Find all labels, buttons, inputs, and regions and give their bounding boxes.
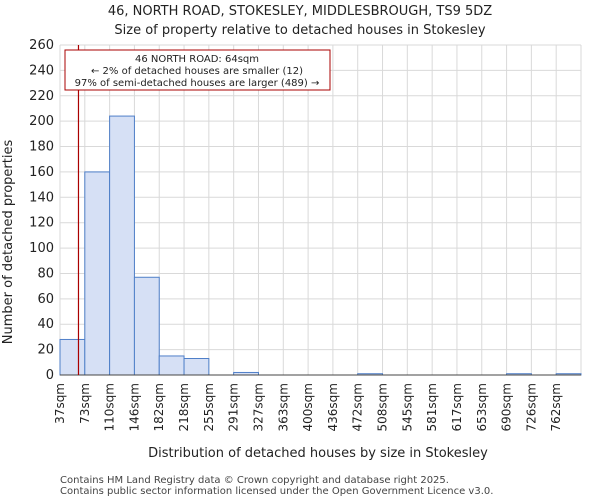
y-tick-label: 100 xyxy=(29,241,54,256)
chart-subtitle: Size of property relative to detached ho… xyxy=(114,23,486,38)
x-tick-label: 581sqm xyxy=(425,383,439,431)
x-tick-label: 255sqm xyxy=(202,383,216,431)
x-tick-label: 73sqm xyxy=(78,383,92,424)
x-tick-label: 762sqm xyxy=(549,383,563,431)
x-tick-label: 617sqm xyxy=(450,383,464,431)
y-tick-label: 180 xyxy=(29,140,54,155)
x-tick-label: 37sqm xyxy=(53,383,67,424)
x-tick-label: 690sqm xyxy=(500,383,514,431)
bar xyxy=(183,358,210,376)
y-tick-label: 140 xyxy=(29,190,54,205)
y-tick-label: 220 xyxy=(29,89,54,104)
y-tick-label: 160 xyxy=(29,165,54,180)
x-tick-label: 291sqm xyxy=(227,383,241,431)
annotation-line-3: 97% of semi-detached houses are larger (… xyxy=(75,78,320,89)
bar xyxy=(133,276,160,376)
bar xyxy=(109,115,135,376)
y-tick-label: 0 xyxy=(46,368,54,383)
x-tick-label: 472sqm xyxy=(351,383,365,431)
x-tick-label: 218sqm xyxy=(177,383,191,431)
bar xyxy=(158,355,185,376)
y-ticks: 0 20 40 60 80 100 120 140 160 180 200 220 240 260 xyxy=(29,38,54,383)
y-tick-label: 260 xyxy=(29,38,54,53)
y-tick-label: 20 xyxy=(37,343,54,358)
y-tick-label: 240 xyxy=(29,63,54,78)
bar xyxy=(59,338,86,376)
x-tick-label: 146sqm xyxy=(127,383,141,431)
x-tick-label: 508sqm xyxy=(376,383,390,431)
bar xyxy=(84,171,111,376)
x-tick-label: 327sqm xyxy=(251,383,265,431)
x-tick-label: 545sqm xyxy=(400,383,414,431)
y-tick-label: 200 xyxy=(29,114,54,129)
annotation-line-2: ← 2% of detached houses are smaller (12) xyxy=(91,66,303,77)
y-tick-label: 40 xyxy=(37,317,54,332)
annotation-box xyxy=(64,49,331,91)
x-tick-label: 363sqm xyxy=(276,383,290,431)
y-tick-label: 120 xyxy=(29,216,54,231)
x-axis-label: Distribution of detached houses by size … xyxy=(148,446,488,461)
x-tick-label: 653sqm xyxy=(475,383,489,431)
y-tick-label: 60 xyxy=(37,292,54,307)
annotation-line-1: 46 NORTH ROAD: 64sqm xyxy=(135,54,259,65)
bars xyxy=(59,115,582,376)
footer-line-1: Contains HM Land Registry data © Crown c… xyxy=(60,475,449,486)
x-ticks: 37sqm 73sqm 110sqm 146sqm 182sqm 218sqm 255sqm… xyxy=(53,383,563,431)
footer-line-2: Contains public sector information licen… xyxy=(60,486,493,497)
x-tick-label: 726sqm xyxy=(524,383,538,431)
chart-title: 46, NORTH ROAD, STOKESLEY, MIDDLESBROUGH… xyxy=(108,4,492,19)
x-tick-label: 182sqm xyxy=(152,383,166,431)
x-tick-label: 110sqm xyxy=(103,383,117,431)
x-tick-label: 400sqm xyxy=(301,383,315,431)
x-tick-label: 436sqm xyxy=(326,383,340,431)
y-axis-label: Number of detached properties xyxy=(1,140,16,345)
y-tick-label: 80 xyxy=(37,266,54,281)
